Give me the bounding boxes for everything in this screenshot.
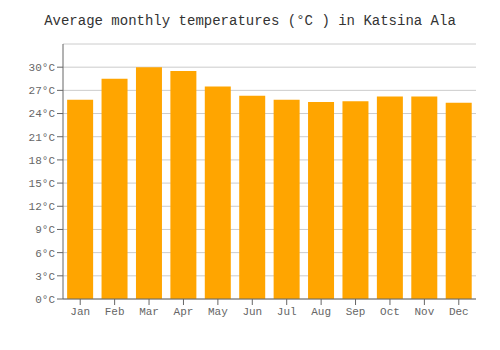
- svg-text:9°C: 9°C: [35, 224, 55, 236]
- svg-text:Mar: Mar: [139, 306, 159, 318]
- svg-text:Jan: Jan: [70, 306, 90, 318]
- svg-text:Aug: Aug: [311, 306, 331, 318]
- svg-text:12°C: 12°C: [29, 201, 56, 213]
- svg-text:21°C: 21°C: [29, 132, 56, 144]
- svg-text:May: May: [208, 306, 228, 318]
- svg-text:27°C: 27°C: [29, 85, 56, 97]
- svg-text:Apr: Apr: [174, 306, 194, 318]
- svg-text:Sep: Sep: [346, 306, 366, 318]
- svg-text:6°C: 6°C: [35, 248, 55, 260]
- svg-text:Oct: Oct: [380, 306, 400, 318]
- svg-text:3°C: 3°C: [35, 271, 55, 283]
- svg-text:18°C: 18°C: [29, 155, 56, 167]
- svg-text:Dec: Dec: [449, 306, 469, 318]
- svg-text:Nov: Nov: [414, 306, 434, 318]
- svg-text:0°C: 0°C: [35, 294, 55, 306]
- svg-text:15°C: 15°C: [29, 178, 56, 190]
- svg-text:Jul: Jul: [277, 306, 297, 318]
- svg-text:24°C: 24°C: [29, 108, 56, 120]
- svg-text:Jun: Jun: [242, 306, 262, 318]
- svg-text:30°C: 30°C: [29, 62, 56, 74]
- html-text:Average monthly temperatures (: Average monthly temperatures (°C ) in Ka…: [44, 13, 456, 29]
- svg-text:Feb: Feb: [105, 306, 125, 318]
